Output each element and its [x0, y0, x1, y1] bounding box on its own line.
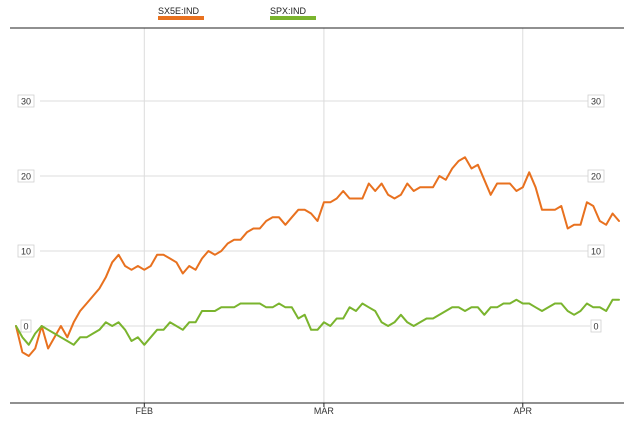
- y-tick-labels: 0 0 10 10 20 20 30 30: [17, 94, 605, 333]
- series-line-sx5e-ind: [15, 156, 620, 357]
- legend-swatch-1: [158, 16, 204, 20]
- y-tick-box-right: [590, 319, 602, 333]
- x-tick-labels: FEBMARAPRMAY: [136, 406, 533, 416]
- y-tick-box-left: [17, 94, 35, 108]
- x-tick-label: MAR: [314, 406, 335, 416]
- y-tick-box-left: [20, 319, 32, 333]
- y-tick-label-left: 30: [21, 97, 31, 107]
- y-tick-box-right: [587, 244, 605, 258]
- grid-lines: [40, 28, 590, 407]
- y-tick-box-left: [17, 244, 35, 258]
- y-tick-box-right: [587, 169, 605, 183]
- legend: SX5E:IND SPX:IND: [158, 6, 316, 20]
- y-tick-label-right: 10: [591, 247, 601, 257]
- x-tick-label: APR: [514, 406, 533, 416]
- y-tick-label-left: 0: [23, 322, 28, 332]
- legend-label-2: SPX:IND: [270, 6, 307, 16]
- y-tick-label-left: 10: [21, 247, 31, 257]
- y-tick-label-right: 20: [591, 172, 601, 182]
- axes: [10, 27, 624, 404]
- series-lines: [15, 156, 620, 357]
- legend-swatch-2: [270, 16, 316, 20]
- y-tick-box-right: [587, 94, 605, 108]
- x-tick-label: FEB: [136, 406, 154, 416]
- legend-label-1: SX5E:IND: [158, 6, 200, 16]
- y-tick-box-left: [17, 169, 35, 183]
- y-tick-label-right: 30: [591, 97, 601, 107]
- series-line-spx-ind: [15, 298, 620, 346]
- y-tick-label-right: 0: [593, 322, 598, 332]
- y-tick-label-left: 20: [21, 172, 31, 182]
